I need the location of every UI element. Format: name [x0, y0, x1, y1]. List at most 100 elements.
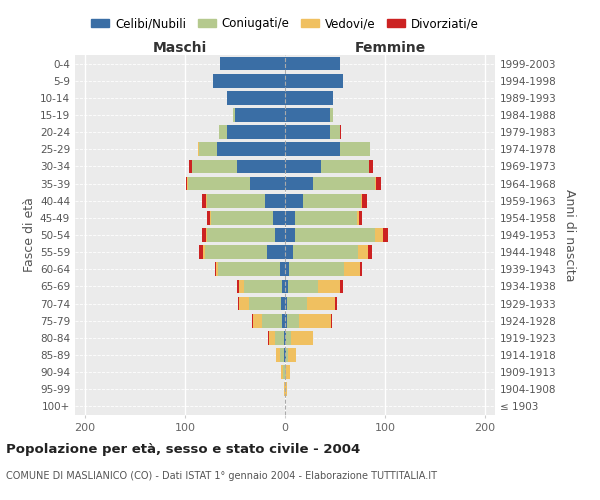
Bar: [285, 366, 286, 379]
Bar: [307, 296, 335, 310]
Bar: [303, 194, 361, 207]
Bar: [216, 262, 218, 276]
Bar: [285, 331, 286, 344]
Bar: [285, 382, 287, 396]
Bar: [375, 228, 383, 242]
Bar: [206, 194, 207, 207]
Bar: [192, 160, 237, 173]
Bar: [291, 331, 313, 344]
Bar: [340, 126, 341, 139]
Bar: [233, 108, 235, 122]
Bar: [239, 296, 249, 310]
Bar: [344, 262, 360, 276]
Bar: [218, 262, 280, 276]
Bar: [282, 314, 285, 328]
Bar: [288, 280, 318, 293]
Bar: [269, 331, 275, 344]
Bar: [220, 56, 285, 70]
Bar: [210, 211, 211, 224]
Bar: [285, 160, 321, 173]
Bar: [281, 296, 285, 310]
Bar: [227, 126, 285, 139]
Bar: [207, 194, 265, 207]
Bar: [295, 211, 357, 224]
Bar: [237, 280, 239, 293]
Bar: [330, 126, 340, 139]
Bar: [227, 91, 285, 104]
Bar: [285, 142, 340, 156]
Bar: [285, 108, 330, 122]
Bar: [285, 74, 343, 88]
Bar: [357, 211, 359, 224]
Y-axis label: Fasce di età: Fasce di età: [23, 198, 36, 272]
Bar: [186, 176, 187, 190]
Bar: [369, 160, 373, 173]
Bar: [289, 262, 344, 276]
Bar: [282, 280, 285, 293]
Bar: [313, 176, 375, 190]
Bar: [335, 296, 337, 310]
Bar: [215, 262, 216, 276]
Bar: [287, 314, 299, 328]
Bar: [188, 176, 250, 190]
Bar: [244, 280, 282, 293]
Bar: [368, 246, 372, 259]
Bar: [360, 262, 362, 276]
Bar: [238, 296, 239, 310]
Bar: [331, 314, 332, 328]
Text: Maschi: Maschi: [153, 41, 207, 55]
Bar: [280, 262, 285, 276]
Bar: [321, 160, 369, 173]
Bar: [288, 348, 296, 362]
Bar: [206, 228, 207, 242]
Bar: [267, 246, 285, 259]
Bar: [285, 296, 287, 310]
Bar: [285, 280, 288, 293]
Bar: [219, 126, 227, 139]
Bar: [340, 142, 370, 156]
Bar: [376, 176, 381, 190]
Bar: [286, 348, 288, 362]
Bar: [265, 194, 285, 207]
Bar: [362, 194, 367, 207]
Bar: [207, 228, 275, 242]
Bar: [237, 160, 285, 173]
Bar: [199, 142, 217, 156]
Bar: [383, 228, 388, 242]
Bar: [285, 56, 340, 70]
Bar: [187, 176, 188, 190]
Bar: [287, 296, 307, 310]
Bar: [281, 366, 283, 379]
Bar: [285, 126, 330, 139]
Bar: [293, 246, 358, 259]
Bar: [361, 194, 362, 207]
Bar: [330, 108, 333, 122]
Text: Popolazione per età, sesso e stato civile - 2004: Popolazione per età, sesso e stato civil…: [6, 442, 360, 456]
Bar: [198, 142, 199, 156]
Bar: [284, 382, 285, 396]
Bar: [199, 246, 203, 259]
Bar: [280, 348, 284, 362]
Bar: [285, 228, 295, 242]
Bar: [268, 331, 269, 344]
Bar: [217, 142, 285, 156]
Bar: [286, 366, 290, 379]
Legend: Celibi/Nubili, Coniugati/e, Vedovi/e, Divorziati/e: Celibi/Nubili, Coniugati/e, Vedovi/e, Di…: [86, 12, 484, 34]
Bar: [285, 91, 333, 104]
Text: Femmine: Femmine: [355, 41, 425, 55]
Bar: [285, 262, 289, 276]
Bar: [249, 296, 281, 310]
Bar: [276, 348, 280, 362]
Bar: [285, 314, 287, 328]
Bar: [207, 211, 210, 224]
Bar: [203, 246, 205, 259]
Bar: [262, 314, 282, 328]
Bar: [202, 228, 206, 242]
Text: COMUNE DI MASLIANICO (CO) - Dati ISTAT 1° gennaio 2004 - Elaborazione TUTTITALIA: COMUNE DI MASLIANICO (CO) - Dati ISTAT 1…: [6, 471, 437, 481]
Bar: [285, 176, 313, 190]
Y-axis label: Anni di nascita: Anni di nascita: [563, 188, 576, 281]
Bar: [299, 314, 331, 328]
Bar: [250, 176, 285, 190]
Bar: [235, 108, 285, 122]
Bar: [213, 74, 285, 88]
